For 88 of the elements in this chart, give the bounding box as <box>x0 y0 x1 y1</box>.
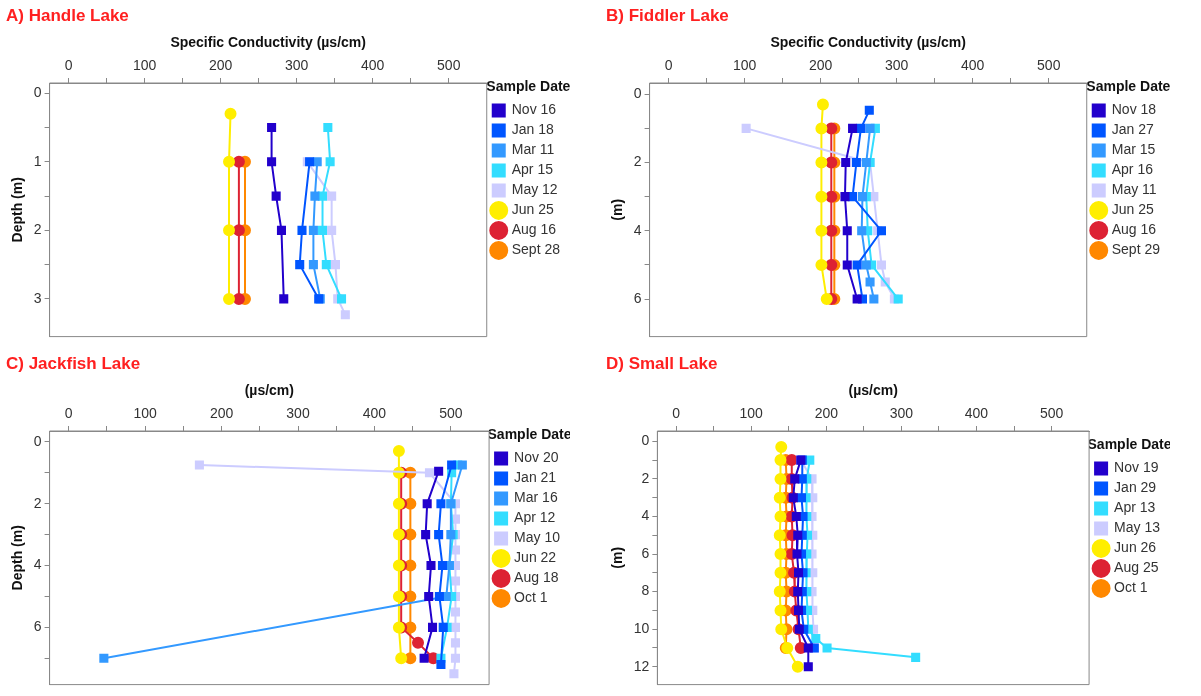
x-tick-label: 0 <box>672 405 681 422</box>
chart-title: B) Fiddler Lake <box>606 5 729 25</box>
x-tick-label: 400 <box>964 405 989 422</box>
y-tick-label: 2 <box>633 153 642 170</box>
legend-label: Jan 29 <box>1114 479 1157 496</box>
x-tick-label: 200 <box>209 405 234 422</box>
y-tick-label: 4 <box>33 556 42 573</box>
x-axis-title: Specific Conductivity (µs/cm) <box>770 33 966 50</box>
legend-label: Jun 22 <box>514 549 557 566</box>
x-tick-label: 500 <box>1039 405 1064 422</box>
legend-label: Mar 15 <box>1111 141 1156 158</box>
x-tick-label: 300 <box>889 405 914 422</box>
legend-title: Sample Date <box>486 78 571 95</box>
x-tick-label: 500 <box>439 405 463 422</box>
legend-label: Nov 19 <box>1114 459 1159 476</box>
legend-title: Sample Date <box>1086 78 1171 95</box>
x-axis-title: (µs/cm) <box>848 381 898 398</box>
y-tick-label: 0 <box>33 432 42 449</box>
legend-label: Jun 25 <box>1111 201 1154 218</box>
legend-label: Jan 18 <box>511 121 554 138</box>
x-tick-label: 0 <box>64 405 73 422</box>
y-tick-label: 8 <box>641 582 650 599</box>
x-tick-label: 400 <box>361 57 385 74</box>
legend-label: Apr 12 <box>514 509 556 526</box>
y-tick-label: 4 <box>641 507 650 524</box>
legend-label: Jun 25 <box>511 201 554 218</box>
legend-label: May 12 <box>511 181 558 198</box>
chart-title: C) Jackfish Lake <box>6 353 141 373</box>
legend-label: Apr 13 <box>1114 499 1156 516</box>
x-tick-label: 100 <box>739 405 764 422</box>
legend-label: Aug 18 <box>514 569 559 586</box>
legend-label: May 10 <box>514 529 561 546</box>
y-tick-label: 2 <box>33 494 42 511</box>
legend-label: May 13 <box>1114 519 1161 536</box>
y-tick-label: 6 <box>33 618 42 635</box>
x-tick-label: 0 <box>64 57 73 74</box>
legend-label: Jun 26 <box>1114 539 1157 556</box>
legend-label: Apr 16 <box>1111 161 1154 178</box>
legend-label: Oct 1 <box>514 589 548 606</box>
y-tick-label: 3 <box>33 289 42 306</box>
legend-label: Sept 29 <box>1111 241 1161 258</box>
x-axis-title: Specific Conductivity (µs/cm) <box>170 33 366 50</box>
x-tick-label: 300 <box>884 57 909 74</box>
x-tick-label: 100 <box>133 405 158 422</box>
legend-label: Jan 21 <box>514 469 557 486</box>
legend-label: Mar 11 <box>511 141 555 158</box>
x-tick-label: 200 <box>808 57 833 74</box>
y-tick-label: 0 <box>33 84 42 101</box>
legend-label: Jan 27 <box>1111 121 1154 138</box>
x-tick-label: 100 <box>132 57 157 74</box>
x-tick-label: 200 <box>814 405 839 422</box>
x-axis-title: (µs/cm) <box>244 381 294 398</box>
x-tick-label: 400 <box>961 57 985 74</box>
chart-title: A) Handle Lake <box>6 5 129 25</box>
legend-label: Oct 1 <box>1114 579 1148 596</box>
y-tick-label: 6 <box>641 544 650 561</box>
y-tick-label: 2 <box>641 469 650 486</box>
y-tick-label: 10 <box>633 620 650 637</box>
x-tick-label: 400 <box>362 405 387 422</box>
legend-label: Sept 28 <box>511 241 561 258</box>
legend-label: Nov 16 <box>511 101 557 118</box>
y-axis-title: Depth (m) <box>9 177 26 243</box>
x-tick-label: 500 <box>1037 57 1061 74</box>
x-tick-label: 500 <box>437 57 461 74</box>
legend-label: Aug 16 <box>511 221 557 238</box>
y-tick-label: 6 <box>633 289 642 306</box>
legend-label: May 11 <box>1111 181 1157 198</box>
y-axis-title: (m) <box>609 198 626 221</box>
y-axis-title: (m) <box>609 546 626 569</box>
x-tick-label: 300 <box>286 405 310 422</box>
x-tick-label: 200 <box>208 57 233 74</box>
legend-label: Mar 16 <box>514 489 558 506</box>
y-axis-title: Depth (m) <box>9 525 26 591</box>
x-tick-label: 300 <box>284 57 309 74</box>
y-tick-label: 2 <box>33 221 42 238</box>
legend-label: Nov 20 <box>514 449 559 466</box>
y-tick-label: 4 <box>633 221 642 238</box>
legend-label: Apr 15 <box>511 161 554 178</box>
y-tick-label: 0 <box>633 85 642 102</box>
chart-title: D) Small Lake <box>606 353 718 373</box>
x-tick-label: 0 <box>664 57 673 74</box>
y-tick-label: 1 <box>33 152 42 169</box>
y-tick-label: 0 <box>641 432 650 449</box>
y-tick-label: 12 <box>633 657 650 674</box>
x-tick-label: 100 <box>732 57 757 74</box>
legend-label: Nov 18 <box>1111 101 1157 118</box>
legend-label: Aug 25 <box>1114 559 1159 576</box>
legend-label: Aug 16 <box>1111 221 1157 238</box>
